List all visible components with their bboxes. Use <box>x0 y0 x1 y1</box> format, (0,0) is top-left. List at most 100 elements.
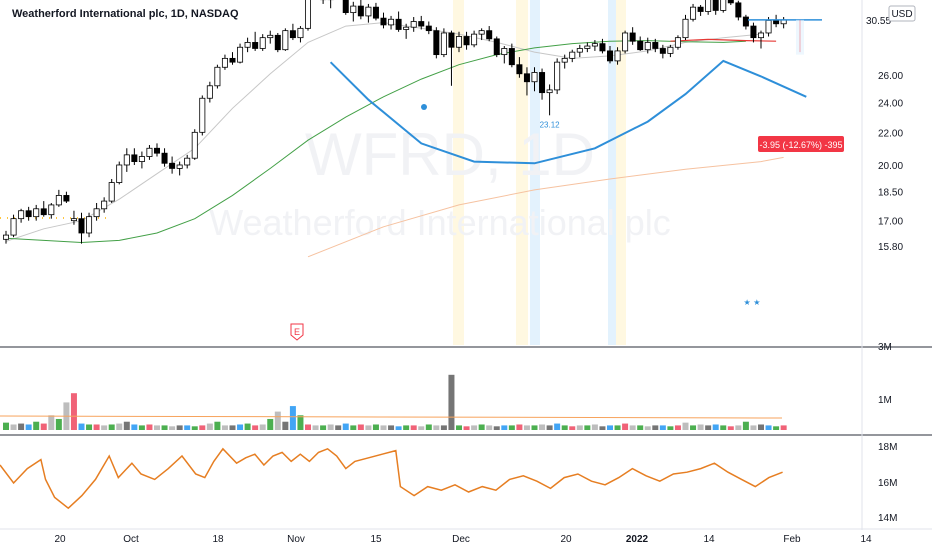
candle-body <box>410 21 417 28</box>
candle-body <box>123 154 130 166</box>
volume-bar <box>86 424 93 430</box>
candle-body <box>176 164 183 169</box>
volume-bar <box>327 424 334 430</box>
volume-bar <box>93 424 100 430</box>
volume-bar <box>607 425 613 430</box>
candle-body <box>425 25 432 32</box>
price-tick-label: 20.00 <box>878 161 903 172</box>
time-tick-label: 14 <box>860 534 872 545</box>
currency-button[interactable]: USD <box>888 5 916 22</box>
volume-bar <box>456 425 462 430</box>
time-tick-label: 20 <box>560 534 572 545</box>
volume-bar <box>652 425 659 430</box>
volume-bar <box>335 425 342 430</box>
candle-body <box>682 18 689 39</box>
measure-label: -3.95 (-12.67%) -395 <box>759 140 842 150</box>
volume-bar <box>682 422 689 430</box>
obv-tick-label: 16M <box>878 478 897 489</box>
candle-body <box>229 57 236 63</box>
candle-body <box>471 33 478 46</box>
candle-body <box>539 72 546 94</box>
price-tick-label: 26.00 <box>878 71 903 82</box>
candle-body <box>403 26 410 30</box>
candle-body <box>554 61 561 91</box>
candle-body <box>267 34 274 39</box>
volume-bar <box>690 425 697 430</box>
volume-bar <box>48 415 55 430</box>
candle-body <box>448 32 455 48</box>
volume-bar <box>312 425 319 430</box>
volume-bar <box>576 425 583 430</box>
volume-bar <box>169 426 176 430</box>
volume-tick-label: 3M <box>878 342 892 353</box>
volume-bar <box>161 425 168 430</box>
candle-body <box>765 19 772 34</box>
volume-bar <box>191 426 198 430</box>
candle-body <box>70 218 77 222</box>
volume-bar <box>629 425 636 430</box>
volume-bar <box>70 393 77 430</box>
candle-body <box>214 66 221 87</box>
volume-bar <box>214 421 221 430</box>
candle-body <box>418 21 425 27</box>
volume-bar <box>410 425 417 430</box>
candle-body <box>259 37 266 49</box>
volume-bar <box>501 425 508 430</box>
candle-body <box>742 16 749 27</box>
time-tick-label: Feb <box>783 534 801 545</box>
volume-bar <box>599 426 606 430</box>
volume-bar <box>765 425 772 430</box>
candle-body <box>523 73 530 83</box>
candle-body <box>478 30 485 35</box>
volume-bar <box>539 424 546 430</box>
volume-bar <box>478 424 485 430</box>
volume-bar <box>55 418 62 430</box>
volume-bar <box>78 423 85 430</box>
candle-body <box>342 0 349 14</box>
volume-bar <box>372 424 379 430</box>
volume-bar <box>727 426 734 430</box>
candle-body <box>146 147 153 157</box>
ma-orange-line <box>307 156 784 258</box>
candle-body <box>86 216 93 234</box>
volume-bar <box>644 426 651 430</box>
candle-body <box>108 182 115 202</box>
volume-bar <box>388 425 395 430</box>
volume-bar <box>320 425 327 430</box>
candle-body <box>63 195 70 202</box>
watermark-name: Weatherford International plc <box>209 202 671 243</box>
volume-bar <box>486 425 493 430</box>
volume-bar <box>342 423 349 430</box>
volume-bar <box>154 425 160 430</box>
candle-body <box>206 85 213 99</box>
price-tick-label: 24.00 <box>878 99 903 110</box>
volume-tick-label: 1M <box>878 395 892 406</box>
volume-bar <box>244 423 251 430</box>
volume-bar <box>138 425 145 430</box>
volume-bar <box>773 426 780 430</box>
candle-body <box>569 51 576 59</box>
volume-bar <box>403 425 410 430</box>
volume-bar <box>176 425 183 430</box>
highlight-band <box>453 0 464 345</box>
candle-body <box>599 43 606 52</box>
candle-body <box>365 6 372 17</box>
measure-label-box <box>758 136 844 152</box>
volume-bar <box>554 423 561 430</box>
volume-bar <box>516 424 523 430</box>
volume-bar <box>523 425 530 430</box>
candle-body <box>297 27 304 39</box>
candle-body <box>10 218 17 236</box>
candle-body <box>712 0 719 11</box>
candle-body <box>433 30 440 56</box>
volume-bar <box>508 425 515 430</box>
star-markers-icon: ★ ★ <box>744 298 761 307</box>
candle-body <box>486 30 493 40</box>
volume-bar <box>18 423 25 430</box>
volume-bar <box>3 422 9 430</box>
volume-bar <box>471 425 478 430</box>
highlight-band <box>616 0 626 345</box>
time-tick-label: 15 <box>370 534 382 545</box>
candle-body <box>33 208 40 218</box>
volume-pane <box>0 374 787 430</box>
